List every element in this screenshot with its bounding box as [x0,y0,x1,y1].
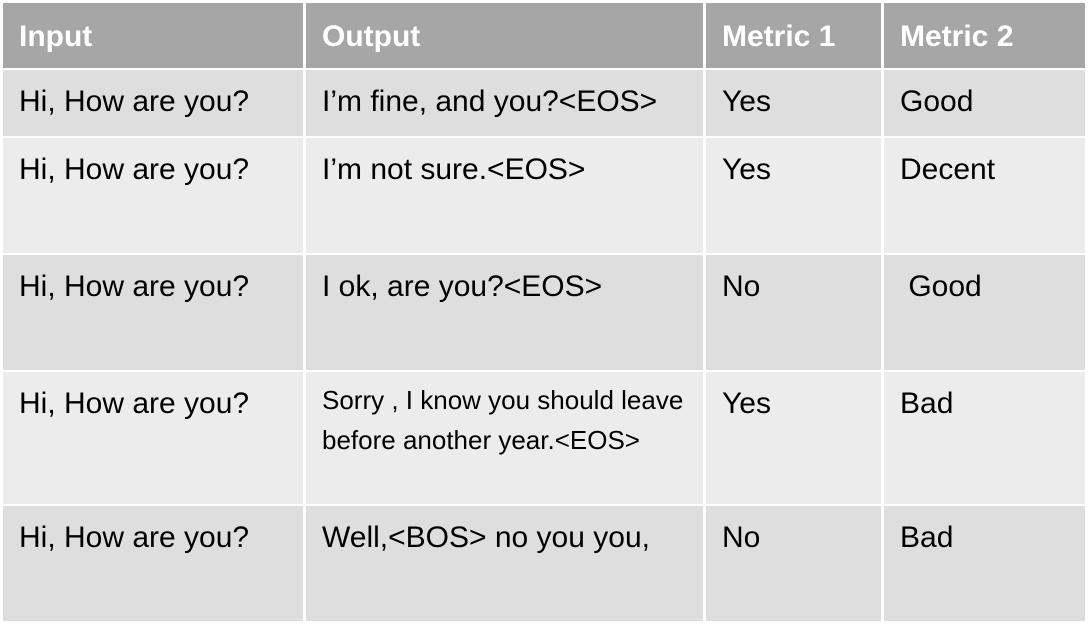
table-cell: Good [884,255,1085,370]
table-cell: Yes [706,70,881,136]
table-cell: Good [884,70,1085,136]
table-cell: Yes [706,138,881,253]
table-cell: Decent [884,138,1085,253]
table-cell: I ok, are you?<EOS> [306,255,703,370]
header-cell: Input [3,3,303,68]
table-cell: Hi, How are you? [3,138,303,253]
table-cell: Bad [884,372,1085,504]
table-cell: Hi, How are you? [3,372,303,504]
table-cell: Bad [884,506,1085,621]
table-cell: Hi, How are you? [3,506,303,621]
table-cell: No [706,506,881,621]
header-cell: Metric 2 [884,3,1085,68]
header-cell: Output [306,3,703,68]
table-cell: No [706,255,881,370]
table-cell: Well,<BOS> no you you, [306,506,703,621]
table-cell: I’m not sure.<EOS> [306,138,703,253]
header-cell: Metric 1 [706,3,881,68]
table-cell: Hi, How are you? [3,255,303,370]
table-cell: Hi, How are you? [3,70,303,136]
table-cell: Sorry , I know you should leave before a… [306,372,703,504]
table-cell: Yes [706,372,881,504]
table-cell: I’m fine, and you?<EOS> [306,70,703,136]
